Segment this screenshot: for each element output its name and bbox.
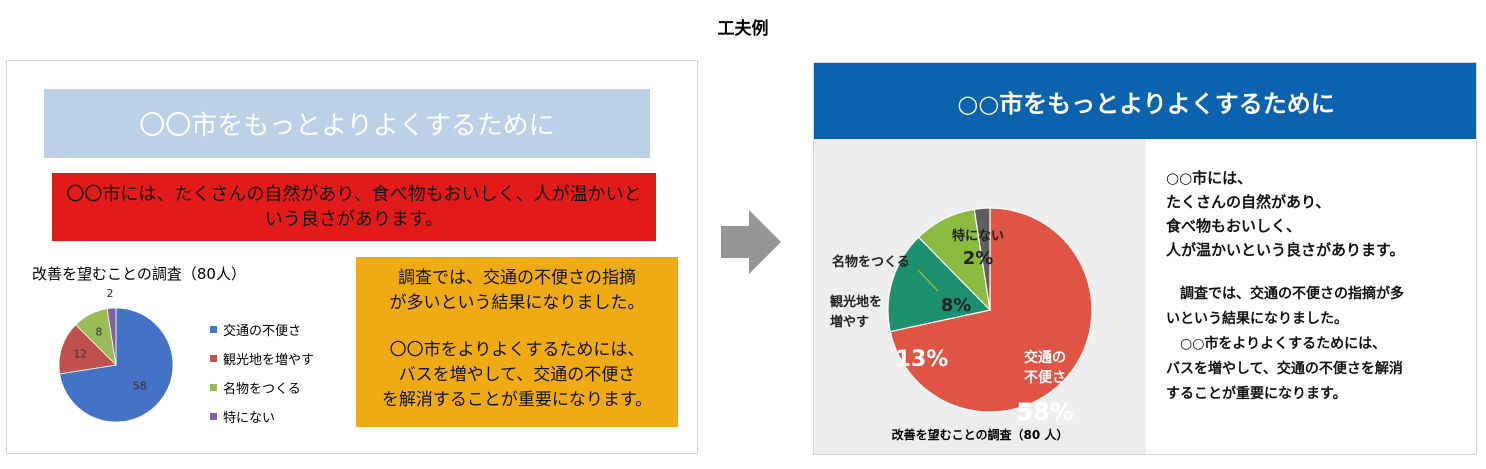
pie-value-label: 2 bbox=[107, 287, 114, 300]
after-text-line: 食べ物もおいしく、 bbox=[1166, 217, 1302, 235]
before-title-box: 〇〇市をもっとよりよくするために bbox=[44, 89, 650, 158]
legend-label: 観光地を増やす bbox=[223, 353, 315, 368]
before-slide: 〇〇市をもっとよりよくするために 〇〇市には、たくさんの自然があり、食べ物もおい… bbox=[6, 60, 698, 454]
after-text-line: たくさんの自然があり、 bbox=[1166, 193, 1331, 211]
before-survey-title: 改善を望むことの調査（80人） bbox=[32, 265, 246, 283]
pie-percent-label: 13% bbox=[896, 347, 949, 372]
before-legend: 交通の不便さ 観光地を増やす 名物をつくる 特にない bbox=[210, 315, 314, 431]
legend-swatch bbox=[210, 413, 217, 420]
pie-category-label: 特にない bbox=[952, 228, 1004, 244]
legend-item-tourism: 観光地を増やす bbox=[210, 344, 314, 373]
pie-percent-label: 58% bbox=[1016, 398, 1073, 426]
pie-slice-tourism bbox=[887, 236, 992, 333]
legend-item-commute: 交通の不便さ bbox=[210, 315, 314, 344]
pie-slice-none bbox=[973, 207, 991, 311]
after-text-line: バスを増やして、交通の不便さを解消 bbox=[1166, 361, 1403, 377]
pie-value-label: 12 bbox=[73, 347, 87, 360]
after-text-line: 人が温かいという良さがあります。 bbox=[1166, 241, 1405, 259]
pie-category-label: 観光地を bbox=[829, 294, 882, 310]
after-text-line: いという結果になりました。 bbox=[1166, 311, 1348, 327]
after-survey-caption: 改善を望むことの調査（80 人） bbox=[891, 428, 1069, 442]
pie-category-label: 不便さ bbox=[1024, 369, 1066, 386]
before-conclusion-line: 調査では、交通の不便さの指摘 bbox=[398, 268, 636, 288]
legend-label: 交通の不便さ bbox=[223, 324, 302, 339]
after-text-line: することが重要になります。 bbox=[1166, 386, 1347, 402]
before-conclusion-box: 調査では、交通の不便さの指摘 が多いという結果になりました。 〇〇市をよりよくす… bbox=[356, 257, 678, 427]
pie-slice-commute bbox=[889, 207, 1093, 413]
page-title: 工夫例 bbox=[717, 19, 769, 39]
legend-swatch bbox=[210, 326, 217, 333]
before-pie-chart: 58 12 8 2 bbox=[59, 287, 174, 423]
before-title: 〇〇市をもっとよりよくするために bbox=[139, 111, 555, 141]
pie-category-label: 名物をつくる bbox=[832, 254, 910, 270]
after-text-block: ○○市には、 たくさんの自然があり、 食べ物もおいしく、 人が温かいという良さが… bbox=[1166, 166, 1466, 407]
before-conclusion-line: バスを増やして、交通の不便さ bbox=[398, 365, 636, 385]
before-conclusion-line: が多いという結果になりました。 bbox=[389, 293, 645, 313]
legend-item-none: 特にない bbox=[210, 402, 314, 431]
after-pie-chart: 交通の不便さ 58% 13% 観光地を増やす 8% 名物をつくる 特にない 2% bbox=[829, 207, 1093, 426]
pie-percent-label: 2% bbox=[963, 248, 994, 269]
legend-label: 名物をつくる bbox=[223, 382, 301, 397]
pie-category-label: 増やす bbox=[830, 314, 869, 330]
after-text-line: ○○市をよりよくするためには、 bbox=[1166, 336, 1387, 352]
legend-swatch bbox=[210, 384, 217, 391]
before-conclusion-line: を解消することが重要になります。 bbox=[381, 390, 653, 410]
pie-percent-label: 8% bbox=[941, 295, 972, 316]
pie-slice-tourism bbox=[59, 324, 117, 375]
pie-category-label: 交通の bbox=[1024, 349, 1066, 366]
pie-value-label: 8 bbox=[95, 326, 102, 339]
right-arrow-icon bbox=[721, 210, 781, 274]
after-text-line: ○○市には、 bbox=[1166, 169, 1253, 187]
before-conclusion-line: 〇〇市をよりよくするためには、 bbox=[389, 340, 645, 360]
after-title: ○○市をもっとよりよくするために bbox=[957, 89, 1335, 118]
pie-value-label: 58 bbox=[133, 379, 147, 392]
after-chart-panel: 交通の不便さ 58% 13% 観光地を増やす 8% 名物をつくる 特にない 2% 改善を望むこ… bbox=[814, 139, 1146, 454]
pie-slice-none bbox=[106, 307, 117, 366]
after-title-bar: ○○市をもっとよりよくするために bbox=[814, 63, 1476, 139]
before-strengths-box: 〇〇市には、たくさんの自然があり、食べ物もおいしく、人が温かいという良さがありま… bbox=[52, 173, 656, 241]
legend-label: 特にない bbox=[223, 411, 276, 426]
legend-swatch bbox=[210, 355, 217, 362]
after-slide: ○○市をもっとよりよくするために 交通の不便さ 58% 13% 観光地を増やす 8% 名物… bbox=[813, 62, 1477, 455]
after-text-line: 調査では、交通の不便さの指摘が多 bbox=[1166, 286, 1404, 302]
legend-item-specialty: 名物をつくる bbox=[210, 373, 314, 402]
before-strengths-text: 〇〇市には、たくさんの自然があり、食べ物もおいしく、人が温かいという良さがありま… bbox=[66, 184, 642, 230]
